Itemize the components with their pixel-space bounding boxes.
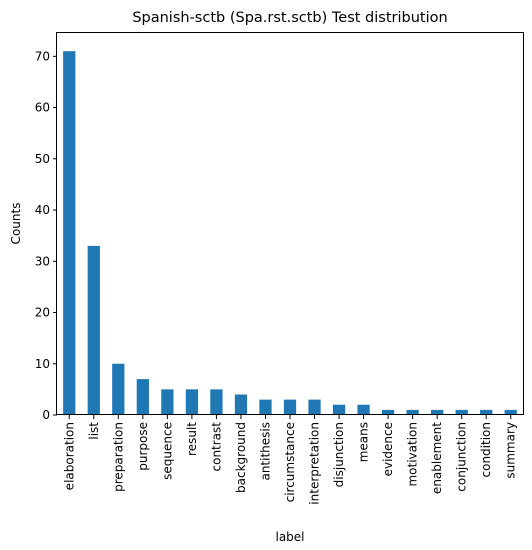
y-tick-label: 20: [35, 306, 50, 320]
bar-motivation: [406, 409, 419, 415]
bar-interpretation: [308, 399, 321, 415]
x-tick-label: list: [87, 422, 101, 440]
x-axis: elaboration list preparation purpose sequenc…: [62, 415, 518, 505]
y-tick-label: 40: [35, 203, 50, 217]
bar-preparation: [112, 363, 125, 415]
bar-condition: [480, 409, 493, 415]
bar-means: [357, 404, 370, 415]
y-axis: 0 10 20 30 40 50 60 70: [35, 49, 57, 422]
y-tick-label: 50: [35, 152, 50, 166]
x-tick-label: purpose: [136, 422, 150, 471]
bar-background: [234, 394, 248, 415]
y-tick-label: 30: [35, 254, 50, 268]
bar-conjunction: [455, 409, 468, 415]
x-tick-label: interpretation: [308, 422, 322, 505]
bar-elaboration: [63, 51, 76, 415]
x-tick-label: preparation: [111, 422, 125, 492]
x-tick-label: conjunction: [455, 422, 469, 492]
bar-contrast: [210, 389, 223, 415]
bar-disjunction: [332, 404, 346, 415]
bar-list: [87, 245, 100, 415]
y-tick-label: 10: [35, 357, 50, 371]
bar-enablement: [431, 409, 444, 415]
chart-title: Spanish-sctb (Spa.rst.sctb) Test distrib…: [132, 10, 447, 26]
x-tick-label: antithesis: [258, 422, 272, 481]
y-axis-label: Counts: [9, 203, 23, 245]
bar-summary: [504, 409, 517, 415]
bar-result: [185, 389, 199, 415]
bar-circumstance: [283, 399, 297, 415]
y-tick-label: 60: [35, 101, 50, 115]
x-tick-label: elaboration: [62, 422, 76, 490]
x-tick-label: means: [357, 422, 371, 462]
x-tick-label: disjunction: [332, 422, 346, 487]
x-tick-label: condition: [479, 422, 493, 477]
x-tick-label: sequence: [160, 422, 174, 480]
x-tick-label: motivation: [406, 422, 420, 487]
y-tick-label: 0: [42, 408, 50, 422]
bar-sequence: [161, 389, 174, 415]
bar-purpose: [136, 379, 149, 415]
plot-frame: [56, 32, 524, 415]
x-tick-label: summary: [504, 422, 518, 479]
x-tick-label: enablement: [430, 422, 444, 494]
x-tick-label: background: [234, 422, 248, 493]
bar-antithesis: [259, 399, 272, 415]
bars-group: [63, 51, 517, 415]
x-tick-label: circumstance: [283, 422, 297, 502]
x-tick-label: result: [185, 422, 199, 456]
x-tick-label: evidence: [381, 422, 395, 476]
x-tick-label: contrast: [209, 422, 223, 472]
y-tick-label: 70: [35, 49, 50, 63]
x-axis-label: label: [275, 530, 304, 544]
bar-evidence: [381, 409, 395, 415]
